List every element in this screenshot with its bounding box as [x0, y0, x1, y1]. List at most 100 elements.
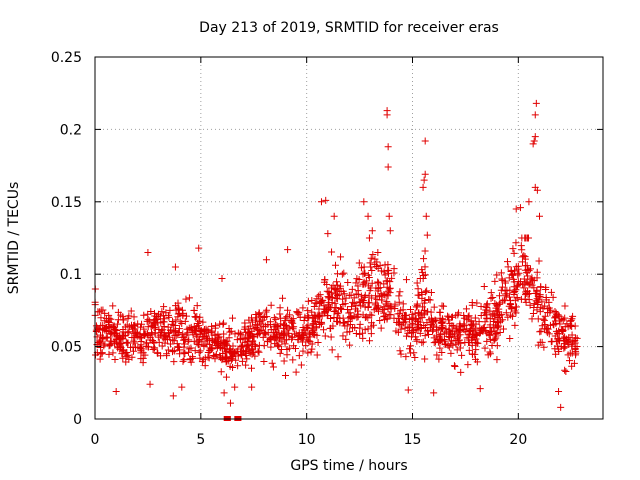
data-point — [359, 311, 367, 319]
data-point — [397, 350, 405, 358]
data-point — [107, 337, 115, 345]
data-point — [380, 268, 388, 276]
data-point — [325, 288, 333, 296]
data-point — [220, 319, 228, 327]
y-tick-labels: 0 0.05 0.1 0.15 0.2 0.25 — [51, 50, 82, 428]
data-point — [402, 353, 410, 361]
data-point — [130, 313, 138, 321]
data-point — [352, 301, 360, 309]
data-point — [231, 383, 239, 391]
data-point — [384, 261, 392, 269]
data-point — [164, 323, 172, 331]
data-point — [317, 318, 325, 326]
data-point — [239, 334, 247, 342]
data-point — [421, 296, 429, 304]
data-point — [176, 318, 184, 326]
data-point — [216, 352, 224, 360]
data-point — [216, 320, 224, 328]
data-point — [510, 291, 518, 299]
data-point — [254, 347, 262, 355]
data-point — [316, 291, 324, 299]
data-point — [455, 309, 463, 317]
data-point — [337, 305, 345, 313]
data-point — [384, 163, 392, 171]
data-point — [448, 313, 456, 321]
data-point — [364, 212, 372, 220]
data-point — [331, 290, 339, 298]
data-point — [326, 293, 334, 301]
data-point — [117, 311, 125, 319]
data-point — [262, 256, 270, 264]
data-point — [391, 304, 399, 312]
data-point — [331, 285, 339, 293]
data-point — [112, 387, 120, 395]
data-point — [446, 320, 454, 328]
data-point — [243, 355, 251, 363]
data-point — [432, 317, 440, 325]
data-point — [220, 330, 228, 338]
data-point — [157, 319, 165, 327]
data-point — [555, 312, 563, 320]
data-point — [218, 275, 226, 283]
data-point — [163, 352, 171, 360]
data-point — [538, 298, 546, 306]
data-point — [404, 386, 412, 394]
data-point — [215, 334, 223, 342]
data-point — [323, 311, 331, 319]
data-point — [255, 341, 263, 349]
data-point — [169, 392, 177, 400]
data-point — [120, 346, 128, 354]
data-point — [369, 251, 377, 259]
data-point — [248, 318, 256, 326]
data-point — [102, 323, 110, 331]
data-point — [486, 336, 494, 344]
data-point — [301, 313, 309, 321]
data-point — [317, 198, 325, 206]
data-point — [495, 292, 503, 300]
data-point — [433, 351, 441, 359]
data-point — [381, 291, 389, 299]
data-point — [498, 283, 506, 291]
data-point — [418, 288, 426, 296]
data-point — [368, 227, 376, 235]
data-point — [555, 337, 563, 345]
data-point — [149, 337, 157, 345]
data-point — [244, 341, 252, 349]
data-point — [487, 328, 495, 336]
data-point — [444, 312, 452, 320]
data-point — [492, 307, 500, 315]
data-point — [451, 363, 459, 371]
data-point — [504, 263, 512, 271]
data-point — [288, 323, 296, 331]
data-point — [166, 340, 174, 348]
data-point — [346, 341, 354, 349]
data-point — [211, 355, 219, 363]
y-tick-label: 0.1 — [60, 267, 82, 283]
data-point — [166, 306, 174, 314]
data-point — [308, 345, 316, 353]
data-point — [476, 385, 484, 393]
data-point — [247, 340, 255, 348]
data-point — [187, 358, 195, 366]
data-point — [453, 346, 461, 354]
data-point — [174, 343, 182, 351]
data-point — [187, 344, 195, 352]
data-point — [318, 312, 326, 320]
data-point — [498, 276, 506, 284]
data-point — [387, 302, 395, 310]
data-point — [477, 303, 485, 311]
data-point — [124, 339, 132, 347]
data-point — [496, 328, 504, 336]
data-point — [267, 336, 275, 344]
data-point — [423, 319, 431, 327]
data-point — [514, 265, 522, 273]
data-point — [208, 322, 216, 330]
data-point — [511, 296, 519, 304]
data-point — [371, 255, 379, 263]
data-point — [553, 329, 561, 337]
data-point — [472, 339, 480, 347]
data-point — [222, 340, 230, 348]
data-point — [463, 316, 471, 324]
data-point — [158, 327, 166, 335]
data-point — [520, 252, 528, 260]
